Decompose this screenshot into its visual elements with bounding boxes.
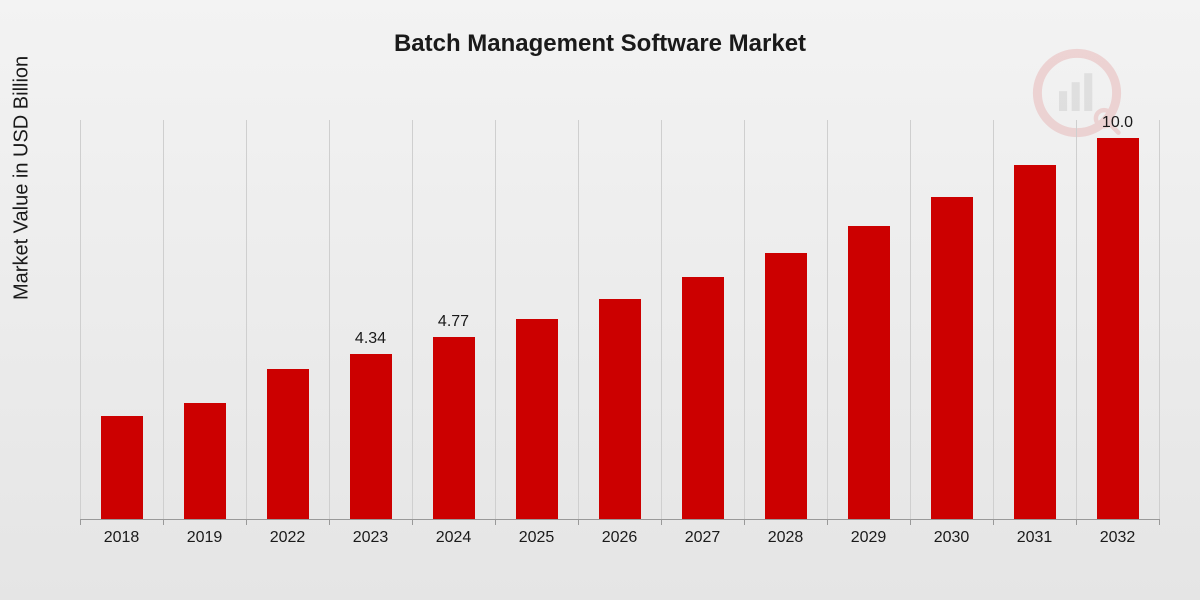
x-tick-label: 2025 bbox=[519, 529, 555, 547]
bar bbox=[848, 226, 890, 519]
bar bbox=[1014, 165, 1056, 519]
x-tick-label: 2018 bbox=[104, 529, 140, 547]
gridline bbox=[578, 120, 579, 519]
bar bbox=[765, 253, 807, 519]
bar bbox=[931, 197, 973, 519]
xtick-mark bbox=[744, 519, 745, 525]
x-tick-label: 2022 bbox=[270, 529, 306, 547]
x-tick-label: 2028 bbox=[768, 529, 804, 547]
gridline bbox=[1159, 120, 1160, 519]
x-tick-label: 2029 bbox=[851, 529, 887, 547]
xtick-mark bbox=[495, 519, 496, 525]
xtick-mark bbox=[661, 519, 662, 525]
x-tick-label: 2026 bbox=[602, 529, 638, 547]
gridline bbox=[412, 120, 413, 519]
gridline bbox=[163, 120, 164, 519]
bar bbox=[350, 354, 392, 519]
xtick-mark bbox=[910, 519, 911, 525]
xtick-mark bbox=[412, 519, 413, 525]
bar bbox=[267, 369, 309, 519]
x-tick-label: 2023 bbox=[353, 529, 389, 547]
gridline bbox=[661, 120, 662, 519]
xtick-mark bbox=[578, 519, 579, 525]
gridline bbox=[993, 120, 994, 519]
gridline bbox=[744, 120, 745, 519]
gridline bbox=[329, 120, 330, 519]
bar bbox=[1097, 138, 1139, 519]
xtick-mark bbox=[246, 519, 247, 525]
x-tick-label: 2031 bbox=[1017, 529, 1053, 547]
xtick-mark bbox=[1076, 519, 1077, 525]
xtick-mark bbox=[163, 519, 164, 525]
bar bbox=[516, 319, 558, 519]
gridline bbox=[495, 120, 496, 519]
bar bbox=[682, 277, 724, 519]
bar bbox=[599, 299, 641, 519]
xtick-mark bbox=[993, 519, 994, 525]
xtick-mark bbox=[1159, 519, 1160, 525]
xtick-mark bbox=[827, 519, 828, 525]
x-tick-label: 2027 bbox=[685, 529, 721, 547]
gridline bbox=[827, 120, 828, 519]
x-tick-label: 2030 bbox=[934, 529, 970, 547]
x-tick-label: 2019 bbox=[187, 529, 223, 547]
bar-value-label: 4.77 bbox=[438, 313, 469, 331]
gridline bbox=[246, 120, 247, 519]
bar-value-label: 4.34 bbox=[355, 330, 386, 348]
gridline bbox=[1076, 120, 1077, 519]
x-tick-label: 2032 bbox=[1100, 529, 1136, 547]
gridline bbox=[80, 120, 81, 519]
xtick-mark bbox=[80, 519, 81, 525]
bar bbox=[101, 416, 143, 519]
bar bbox=[433, 337, 475, 519]
bar bbox=[184, 403, 226, 519]
plot-area: 20182019202220234.3420244.77202520262027… bbox=[80, 120, 1160, 520]
chart-title: Batch Management Software Market bbox=[0, 30, 1200, 58]
bar-value-label: 10.0 bbox=[1102, 114, 1133, 132]
x-tick-label: 2024 bbox=[436, 529, 472, 547]
y-axis-label: Market Value in USD Billion bbox=[11, 56, 34, 300]
xtick-mark bbox=[329, 519, 330, 525]
gridline bbox=[910, 120, 911, 519]
